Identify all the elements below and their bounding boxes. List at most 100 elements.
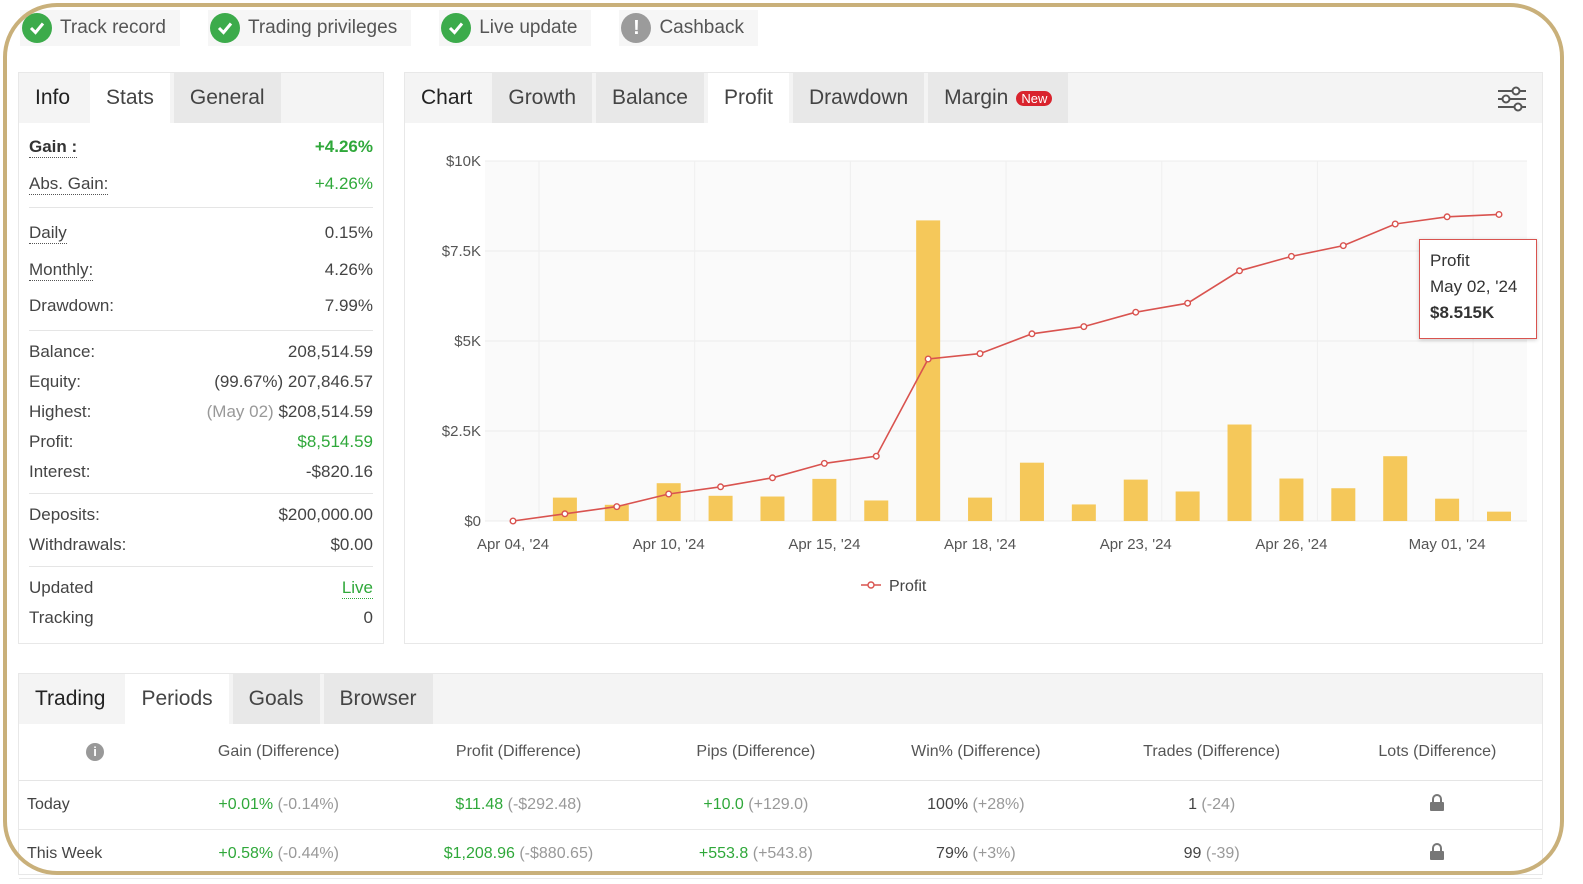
equity-label: Equity: bbox=[29, 372, 81, 391]
data-point bbox=[872, 452, 880, 460]
bar bbox=[656, 483, 681, 521]
equity-pct: (99.67%) bbox=[214, 372, 284, 391]
tab-chart[interactable]: Chart bbox=[405, 73, 489, 123]
pips-value: +553.8 bbox=[698, 845, 749, 862]
updated-label: Updated bbox=[29, 578, 94, 597]
monthly-label[interactable]: Monthly: bbox=[29, 259, 94, 281]
trading-privileges-label: Trading privileges bbox=[247, 17, 398, 38]
tab-goals[interactable]: Goals bbox=[232, 674, 320, 724]
highest-date: (May 02) bbox=[206, 402, 274, 421]
pips-cell: +10.0 (+129.0) bbox=[650, 780, 862, 830]
tab-margin[interactable]: Margin New bbox=[928, 73, 1069, 123]
cashback-badge[interactable]: ! Cashback bbox=[619, 10, 758, 46]
data-point bbox=[976, 350, 984, 358]
abs-gain-label[interactable]: Abs. Gain: bbox=[29, 173, 109, 195]
tab-periods[interactable]: Periods bbox=[125, 674, 229, 724]
track-record-badge[interactable]: Track record bbox=[20, 10, 180, 46]
live-update-badge[interactable]: Live update bbox=[439, 10, 592, 46]
balance-label: Balance: bbox=[29, 342, 96, 361]
lock-icon[interactable] bbox=[1429, 842, 1445, 866]
interest-row: Interest: -$820.16 bbox=[29, 457, 373, 487]
tab-browser[interactable]: Browser bbox=[323, 674, 433, 724]
x-tick-label: Apr 15, '24 bbox=[788, 536, 860, 553]
x-tick-label: Apr 04, '24 bbox=[477, 536, 549, 553]
trading-privileges-badge[interactable]: Trading privileges bbox=[207, 10, 412, 46]
tab-drawdown[interactable]: Drawdown bbox=[792, 73, 925, 123]
profit-value: $8,514.59 bbox=[297, 432, 373, 451]
data-point bbox=[717, 483, 725, 491]
bar bbox=[916, 220, 941, 521]
tracking-value: 0 bbox=[363, 608, 373, 627]
data-point bbox=[1236, 267, 1244, 275]
pips-value: +10.0 bbox=[703, 796, 744, 813]
highest-label: Highest: bbox=[29, 402, 92, 421]
info-header: i bbox=[19, 724, 171, 781]
data-point bbox=[768, 474, 776, 482]
data-point bbox=[1495, 210, 1503, 218]
profit-label: Profit: bbox=[29, 432, 74, 451]
lock-icon[interactable] bbox=[1429, 793, 1445, 817]
bar bbox=[1487, 511, 1511, 521]
divider bbox=[29, 566, 373, 567]
withdrawals-value: $0.00 bbox=[330, 535, 373, 554]
gain-row: Gain : +4.26% bbox=[29, 127, 373, 167]
balance-row: Balance: 208,514.59 bbox=[29, 337, 373, 367]
x-tick-label: Apr 26, '24 bbox=[1255, 536, 1327, 553]
daily-label[interactable]: Daily bbox=[29, 222, 67, 244]
bar bbox=[708, 495, 733, 521]
status-badges: Track record Trading privileges Live upd… bbox=[20, 10, 758, 46]
gain-diff: (-0.44%) bbox=[277, 845, 339, 862]
updated-live-link[interactable]: Live bbox=[341, 577, 373, 599]
win-diff: (+28%) bbox=[972, 796, 1025, 813]
interest-label: Interest: bbox=[29, 462, 91, 481]
trades-diff: (-24) bbox=[1201, 796, 1236, 813]
gain-label[interactable]: Gain : bbox=[29, 136, 78, 158]
profit-chart: $0 $2.5K $5K $7.5K $10K Apr 04, '24 Apr 10, '2… bbox=[442, 153, 1527, 595]
tab-info[interactable]: Info bbox=[19, 73, 87, 123]
info-icon[interactable]: i bbox=[86, 743, 104, 761]
bar bbox=[1279, 478, 1304, 521]
profit-row: Profit: $8,514.59 bbox=[29, 427, 373, 457]
tab-margin-label: Margin bbox=[944, 86, 1009, 109]
tab-stats[interactable]: Stats bbox=[90, 73, 170, 123]
trading-panel: Trading Periods Goals Browser i Gain (Di… bbox=[18, 673, 1543, 879]
trades-diff: (-39) bbox=[1205, 845, 1240, 862]
divider bbox=[29, 493, 373, 494]
tooltip-value: $8.515K bbox=[1430, 303, 1495, 322]
trades-cell: 99 (-39) bbox=[1090, 829, 1333, 879]
bar bbox=[1123, 479, 1148, 521]
balance-value: 208,514.59 bbox=[287, 342, 373, 361]
profit-cell: $1,208.96 (-$880.65) bbox=[386, 829, 651, 879]
interest-value: -$820.16 bbox=[305, 462, 373, 481]
col-pips: Pips (Difference) bbox=[650, 724, 862, 781]
new-badge: New bbox=[1016, 90, 1053, 106]
gain-value: +0.01% bbox=[218, 796, 274, 813]
tab-balance[interactable]: Balance bbox=[596, 73, 704, 123]
period-name: Today bbox=[19, 780, 171, 830]
bar bbox=[1019, 462, 1044, 521]
tab-general[interactable]: General bbox=[173, 73, 281, 123]
updated-row: Updated Live bbox=[29, 573, 373, 603]
cashback-label: Cashback bbox=[659, 17, 744, 38]
info-tabs: Info Stats General bbox=[19, 73, 383, 123]
tab-profit[interactable]: Profit bbox=[707, 73, 789, 123]
deposits-row: Deposits: $200,000.00 bbox=[29, 500, 373, 530]
tab-trading[interactable]: Trading bbox=[19, 674, 122, 724]
gain-value: +0.58% bbox=[218, 845, 274, 862]
bar bbox=[604, 504, 629, 521]
lots-cell bbox=[1332, 829, 1542, 879]
trades-value: 99 bbox=[1183, 845, 1202, 862]
profit-cell: $11.48 (-$292.48) bbox=[386, 780, 651, 830]
data-point bbox=[561, 510, 569, 518]
col-gain: Gain (Difference) bbox=[171, 724, 387, 781]
settings-sliders-icon[interactable] bbox=[1496, 85, 1528, 113]
tab-growth[interactable]: Growth bbox=[492, 73, 593, 123]
trades-cell: 1 (-24) bbox=[1090, 780, 1333, 830]
chart-tabs: Chart Growth Balance Profit Drawdown Mar… bbox=[405, 73, 1542, 123]
trading-tabs: Trading Periods Goals Browser bbox=[19, 674, 1542, 724]
col-trades: Trades (Difference) bbox=[1090, 724, 1333, 781]
win-value: 79% bbox=[936, 845, 969, 862]
data-point bbox=[1391, 220, 1399, 228]
data-point bbox=[820, 459, 828, 467]
info-body: Gain : +4.26% Abs. Gain: +4.26% Daily 0.… bbox=[19, 127, 383, 633]
